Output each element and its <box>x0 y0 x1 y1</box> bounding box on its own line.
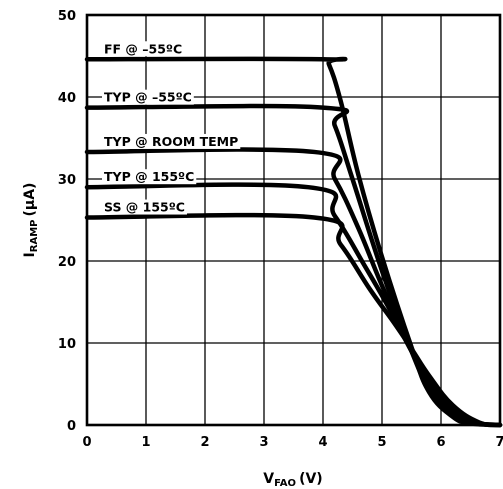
x-axis-label: VFAO (V) <box>263 471 322 489</box>
y-tick-labels: 0 10 20 30 40 50 <box>58 9 76 434</box>
series-label-bg <box>102 89 194 105</box>
series-label-bg <box>102 133 241 149</box>
series-label-5: SS @ 155ºC <box>104 200 185 215</box>
series-line-5 <box>84 212 503 428</box>
x-tick-label: 6 <box>436 435 445 450</box>
y-tick-label: 20 <box>58 255 76 270</box>
series-line-1 <box>84 56 503 428</box>
y-tick-label: 40 <box>58 91 76 106</box>
y-tick-label: 10 <box>58 337 76 352</box>
y-tick-label: 30 <box>58 173 76 188</box>
x-tick-label: 3 <box>259 435 268 450</box>
series-label-bg <box>102 41 185 57</box>
series-label-2: TYP @ –55ºC <box>104 90 192 105</box>
y-tick-label: 50 <box>58 9 76 24</box>
series-label-bg <box>102 199 187 215</box>
x-tick-labels: 0 1 2 3 4 5 6 7 <box>82 435 503 450</box>
series-line-2 <box>84 103 503 428</box>
x-tick-label: 4 <box>318 435 327 450</box>
x-tick-label: 1 <box>141 435 150 450</box>
series-line-4 <box>84 182 503 428</box>
series-labels: FF @ –55ºC TYP @ –55ºC TYP @ ROOM TEMP TYP … <box>102 41 241 215</box>
series-line-3 <box>84 147 503 428</box>
y-axis-label: IRAMP(µA) <box>22 183 40 258</box>
series-curves <box>84 56 503 428</box>
plot-frame <box>85 13 502 427</box>
x-tick-label: 2 <box>200 435 209 450</box>
x-tick-label: 0 <box>82 435 91 450</box>
y-tick-label: 0 <box>67 419 76 434</box>
series-label-1: FF @ –55ºC <box>104 41 182 56</box>
grid <box>86 14 501 426</box>
x-tick-label: 5 <box>377 435 386 450</box>
x-tick-label: 7 <box>495 435 503 450</box>
series-label-bg <box>102 169 197 185</box>
series-label-3: TYP @ ROOM TEMP <box>104 134 238 149</box>
series-label-4: TYP @ 155ºC <box>104 169 194 184</box>
